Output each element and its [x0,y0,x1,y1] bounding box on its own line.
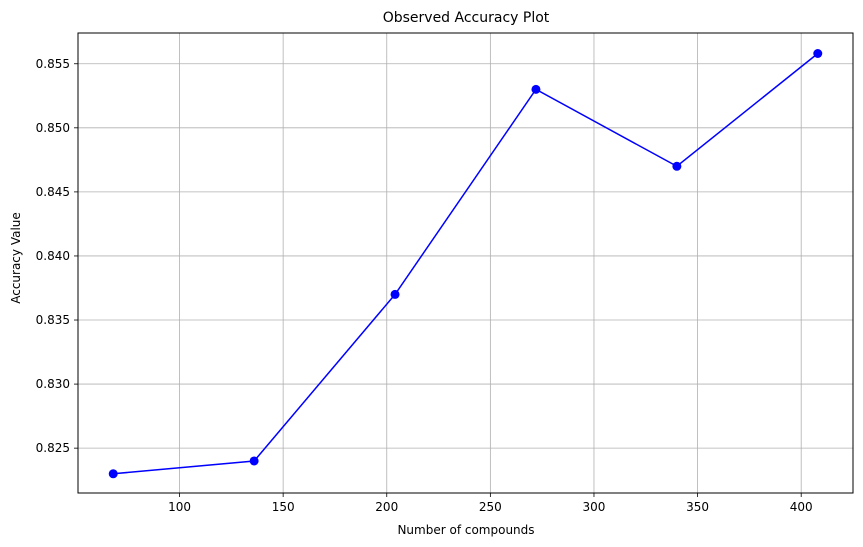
y-tick-label: 0.845 [36,185,70,199]
x-axis-label: Number of compounds [397,523,534,537]
x-tick-label: 150 [272,500,295,514]
data-point [672,161,682,171]
data-point [108,469,118,479]
data-series [108,49,823,479]
x-tick-label: 350 [686,500,709,514]
plot-frame [77,32,854,494]
chart-title: Observed Accuracy Plot [383,10,550,26]
x-tick-label: 400 [790,500,813,514]
y-axis-label: Accuracy Value [9,212,23,304]
y-tick-label: 0.850 [36,121,70,135]
data-point [249,456,259,466]
data-point [531,84,541,94]
y-tick-label: 0.840 [36,249,70,263]
grid-lines [78,33,853,493]
y-tick-label: 0.825 [36,441,70,455]
y-tick-label: 0.835 [36,313,70,327]
y-tick-label: 0.830 [36,377,70,391]
x-tick-label: 300 [583,500,606,514]
x-tick-label: 200 [375,500,398,514]
x-tick-label: 100 [168,500,191,514]
x-tick-label: 250 [479,500,502,514]
data-point [390,289,400,299]
series-line [113,52,819,475]
axis-ticks: 100 150 200 250 300 350 400 0.825 0.830 0.835 0.84… [36,57,813,514]
data-point [813,49,823,59]
y-tick-label: 0.855 [36,57,70,71]
